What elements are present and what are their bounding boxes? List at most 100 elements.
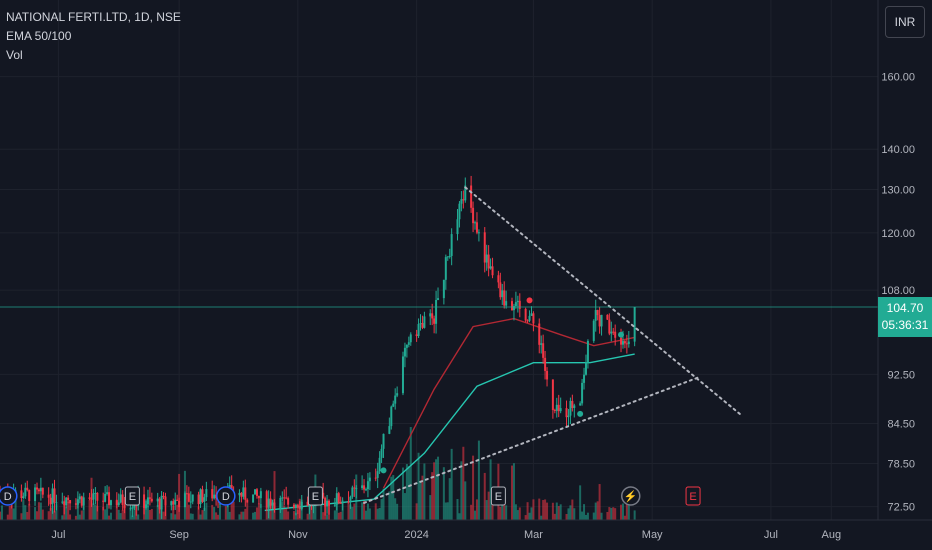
volume-bar xyxy=(584,514,587,520)
dividend-icon[interactable] xyxy=(216,486,236,506)
candle-body xyxy=(388,426,391,434)
volume-bar xyxy=(429,495,432,520)
volume-bar xyxy=(273,471,276,520)
candle-body xyxy=(61,501,64,503)
volume-bar xyxy=(228,511,231,520)
volume-bar xyxy=(339,511,342,520)
volume-bar xyxy=(146,505,149,520)
candle-body xyxy=(606,314,609,320)
volume-bar xyxy=(347,501,350,520)
candle-body xyxy=(437,298,440,300)
earnings-icon[interactable] xyxy=(307,486,323,506)
event-earnings[interactable]: E xyxy=(490,486,506,506)
candle-body xyxy=(131,507,134,509)
volume-bar xyxy=(197,506,200,520)
candle-body xyxy=(403,347,406,357)
candle-body xyxy=(156,498,159,502)
candle-body xyxy=(417,324,420,336)
candle-body xyxy=(633,307,636,342)
ema-indicator-label[interactable]: EMA 50/100 xyxy=(6,29,72,43)
event-markers[interactable]: D E D E E ⚡ E xyxy=(0,486,701,506)
volume-bar xyxy=(462,446,465,520)
candle-body xyxy=(205,489,208,498)
candle-body xyxy=(528,315,531,321)
volume-bar xyxy=(294,512,297,520)
candle-body xyxy=(296,504,299,508)
event-earnings[interactable]: E xyxy=(124,486,140,506)
candle-body xyxy=(579,403,582,406)
volume-bar xyxy=(382,488,385,520)
earnings-icon[interactable] xyxy=(685,486,701,506)
volume-bar xyxy=(538,498,541,520)
event-split[interactable]: ⚡ xyxy=(621,486,641,506)
earnings-icon[interactable] xyxy=(490,486,506,506)
trendlines[interactable] xyxy=(363,186,741,504)
price-axis-panel[interactable] xyxy=(878,0,932,520)
candle-body xyxy=(82,497,85,506)
candle-body xyxy=(123,504,126,509)
volume-bar xyxy=(82,506,85,520)
candle-body xyxy=(423,316,426,328)
trendline-lower[interactable] xyxy=(363,376,700,504)
volume-bar xyxy=(205,502,208,520)
candle-body xyxy=(620,337,623,345)
candle-body xyxy=(255,489,258,496)
volume-bar xyxy=(505,505,508,520)
volume-bar xyxy=(621,503,624,520)
volume-bar xyxy=(65,507,68,520)
time-axis-panel[interactable] xyxy=(0,520,932,550)
candle-body xyxy=(189,501,192,503)
currency-button[interactable]: INR xyxy=(885,6,925,38)
candle-body xyxy=(555,404,558,411)
earnings-icon[interactable] xyxy=(124,486,140,506)
event-dividend[interactable]: D xyxy=(216,486,236,506)
candle-body xyxy=(265,491,268,508)
event-earnings[interactable]: E xyxy=(307,486,323,506)
volume-bar xyxy=(12,508,15,520)
volume-bar xyxy=(335,502,338,520)
candle-body xyxy=(363,485,366,490)
volume-bar xyxy=(378,507,381,520)
volume-bar xyxy=(583,504,586,520)
volume-bar xyxy=(265,506,268,520)
volume-bar xyxy=(374,503,377,520)
volume-bar xyxy=(94,504,97,520)
volume-bar xyxy=(213,507,216,520)
volume-bar xyxy=(74,515,77,520)
symbol-title[interactable]: NATIONAL FERTI.LTD, 1D, NSE xyxy=(6,10,181,24)
event-earnings-upcoming[interactable]: E xyxy=(685,486,701,506)
volume-indicator-label[interactable]: Vol xyxy=(6,48,23,62)
volume-bar xyxy=(259,504,262,520)
signal-dot xyxy=(380,467,387,474)
volume-bar xyxy=(104,509,107,520)
volume-bar xyxy=(22,499,25,520)
volume-bar xyxy=(460,461,463,520)
candle-body xyxy=(516,300,519,303)
candle-body xyxy=(485,254,488,263)
event-dividend[interactable]: D xyxy=(0,486,18,506)
volume-bar xyxy=(287,511,290,520)
candle-body xyxy=(306,501,309,506)
time-axis: Jul Sep Nov 2024 Mar May Jul Aug xyxy=(51,529,841,541)
candle-body xyxy=(146,497,149,505)
candle-body xyxy=(623,341,626,344)
volume-bar xyxy=(254,511,257,520)
volume-bar xyxy=(35,511,38,520)
candle-body xyxy=(553,410,556,412)
volume-bar xyxy=(296,510,299,520)
volume-bar xyxy=(487,491,490,520)
candle-body xyxy=(421,323,424,328)
candle-body xyxy=(376,471,379,478)
candle-body xyxy=(35,487,38,490)
dividend-icon[interactable] xyxy=(0,486,18,506)
candle-body xyxy=(627,341,630,345)
candle-body xyxy=(540,343,543,345)
trendline-upper[interactable] xyxy=(464,186,741,415)
volume-bar xyxy=(8,505,11,520)
candle-body xyxy=(444,257,447,280)
volume-bar xyxy=(555,502,558,520)
volume-bar xyxy=(88,499,91,520)
volume-bar xyxy=(421,475,424,520)
split-icon[interactable] xyxy=(621,486,641,506)
